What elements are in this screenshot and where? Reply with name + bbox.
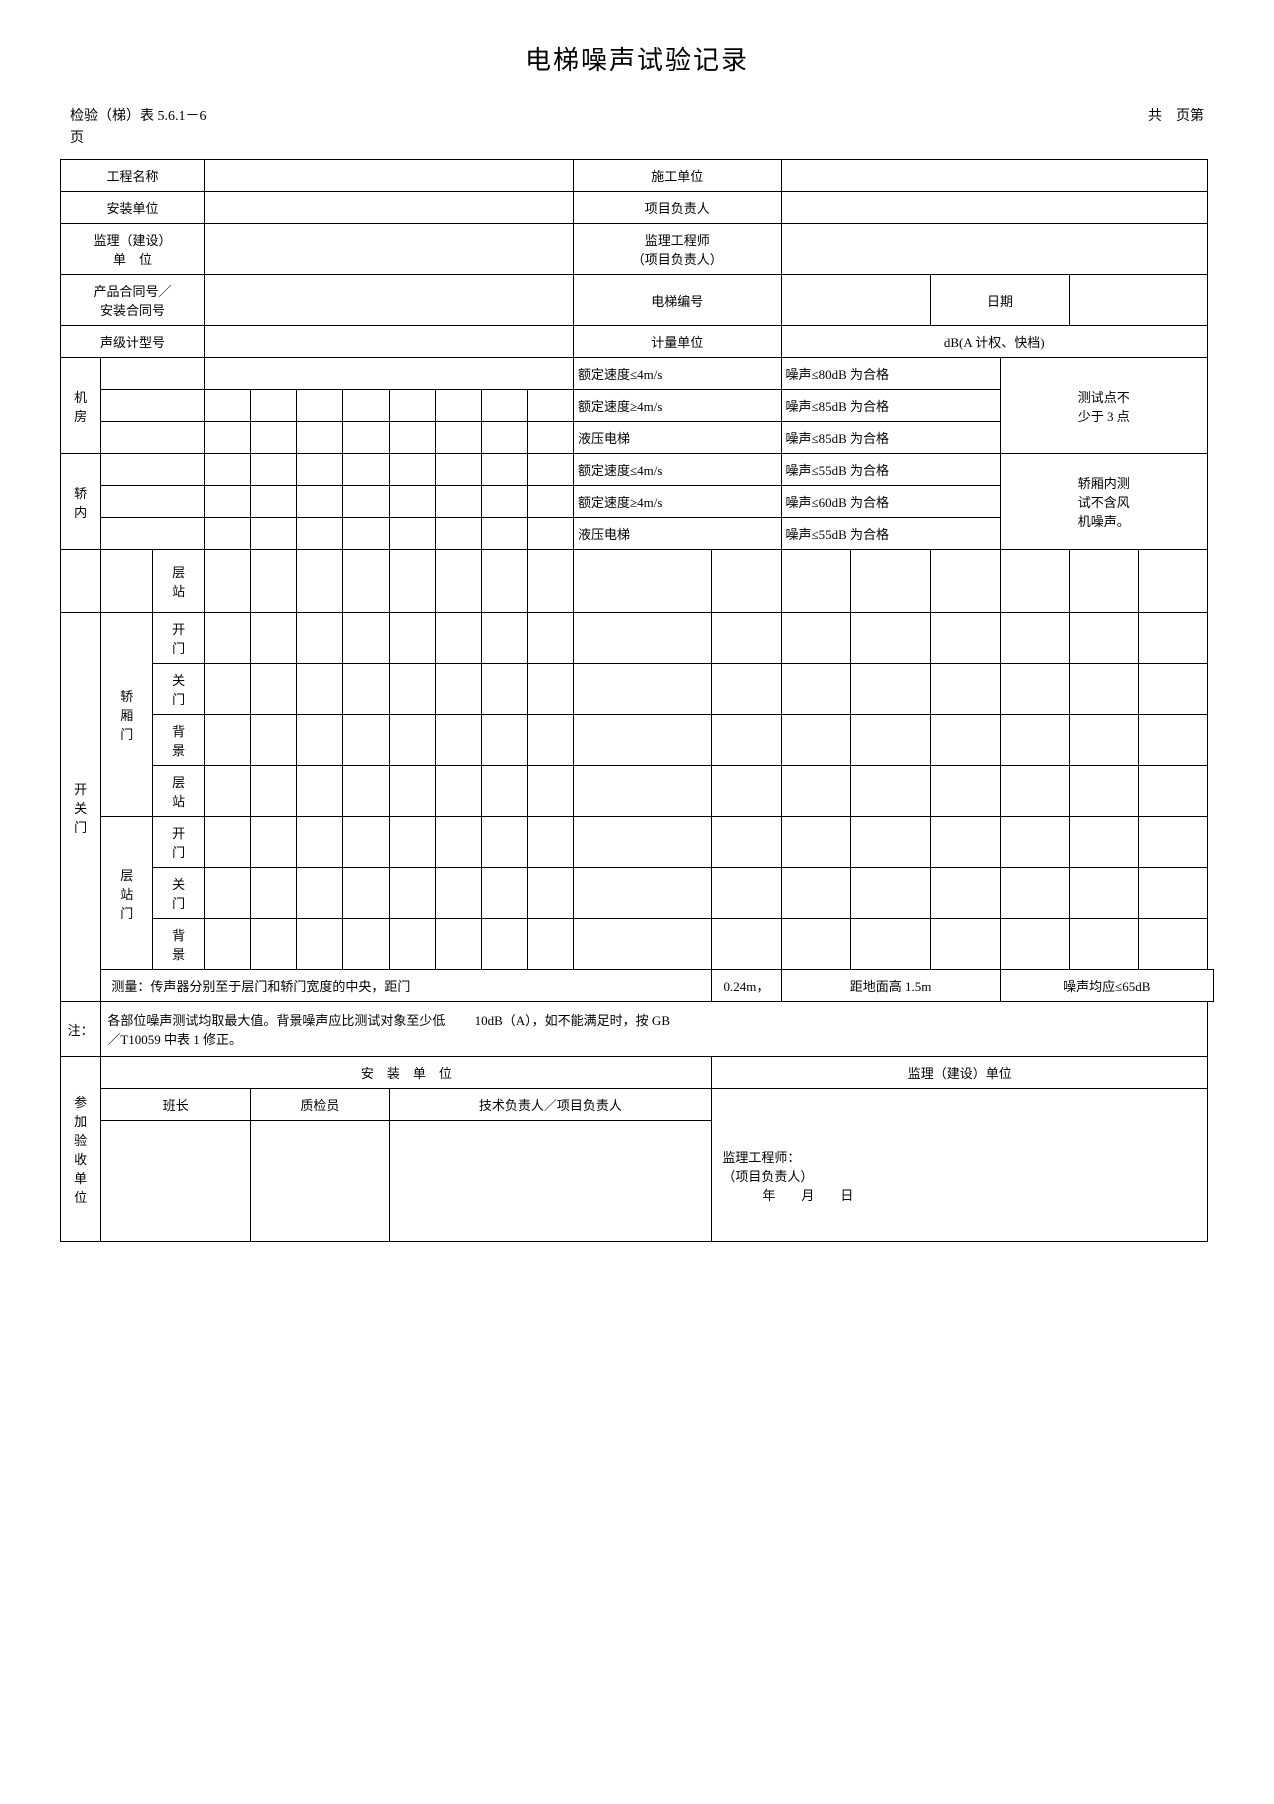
mr-cell-4[interactable] (101, 422, 205, 454)
field-sound-level-model[interactable] (205, 326, 574, 358)
label-car-open: 开门 (153, 613, 205, 664)
measure-note-3: 距地面高 1.5m (781, 970, 1000, 1002)
page-counter: 共 页第 (1148, 105, 1204, 125)
label-meter-unit: 计量单位 (573, 326, 781, 358)
mr-note: 测试点不少于 3 点 (1000, 358, 1208, 454)
label-car-door: 轿厢门 (101, 613, 153, 817)
ci-spec-3a: 液压电梯 (573, 518, 781, 550)
label-project-leader: 项目负责人 (573, 192, 781, 224)
label-contract-no: 产品合同号／安装合同号 (61, 275, 205, 326)
field-supervision-unit[interactable] (205, 224, 574, 275)
field-date[interactable] (1069, 275, 1207, 326)
label-construction-unit: 施工单位 (573, 160, 781, 192)
label-door-open-close: 开关门 (61, 613, 101, 1002)
field-construction-unit[interactable] (781, 160, 1208, 192)
field-contract-no[interactable] (205, 275, 574, 326)
label-ld-close: 关门 (153, 868, 205, 919)
note-text: 各部位噪声测试均取最大值。背景噪声应比测试对象至少低 10dB（A），如不能满足… (101, 1002, 1208, 1057)
ci-spec-1a: 额定速度≤4m/s (573, 454, 781, 486)
value-meter-unit: dB(A 计权、快档) (781, 326, 1208, 358)
supervision-sign-area[interactable]: 监理工程师： （项目负责人） 年 月 日 (712, 1089, 1208, 1242)
sign-tech-leader[interactable] (389, 1121, 712, 1242)
mr-spec-1a: 额定速度≤4m/s (573, 358, 781, 390)
measure-note-2: 0.24m， (712, 970, 781, 1002)
sign-team-leader[interactable] (101, 1121, 251, 1242)
ci-spec-2b: 噪声≤60dB 为合格 (781, 486, 1000, 518)
ci-spec-3b: 噪声≤55dB 为合格 (781, 518, 1000, 550)
field-project-name[interactable] (205, 160, 574, 192)
mr-spec-3b: 噪声≤85dB 为合格 (781, 422, 1000, 454)
form-number: 检验（梯）表 5.6.1－6 (70, 105, 207, 125)
label-ld-open: 开门 (153, 817, 205, 868)
label-car-bg: 背景 (153, 715, 205, 766)
label-install-unit-header: 安 装 单 位 (101, 1057, 712, 1089)
sign-quality-inspector[interactable] (251, 1121, 389, 1242)
ci-spec-2a: 额定速度≥4m/s (573, 486, 781, 518)
field-elevator-no[interactable] (781, 275, 931, 326)
label-participating-units: 参加验收单位 (61, 1057, 101, 1242)
mr-spec-2b: 噪声≤85dB 为合格 (781, 390, 1000, 422)
mr-spec-3a: 液压电梯 (573, 422, 781, 454)
label-quality-inspector: 质检员 (251, 1089, 389, 1121)
label-date: 日期 (931, 275, 1069, 326)
mr-cell-1[interactable] (101, 358, 205, 390)
label-landing-station-header: 层站 (153, 550, 205, 613)
label-install-unit: 安装单位 (61, 192, 205, 224)
field-project-leader[interactable] (781, 192, 1208, 224)
label-elevator-no: 电梯编号 (573, 275, 781, 326)
mr-spec-2a: 额定速度≥4m/s (573, 390, 781, 422)
label-team-leader: 班长 (101, 1089, 251, 1121)
label-supervision-engineer: 监理工程师（项目负责人） (573, 224, 781, 275)
mr-cell-3[interactable] (101, 390, 205, 422)
label-machine-room: 机房 (61, 358, 101, 454)
page-suffix: 页 (60, 127, 1214, 147)
main-form-table: 工程名称 施工单位 安装单位 项目负责人 监理（建设）单 位 监理工程师（项目负… (60, 159, 1214, 1242)
measure-note-1: 测量：传声器分别至于层门和轿门宽度的中央，距门 (101, 970, 712, 1002)
ci-spec-1b: 噪声≤55dB 为合格 (781, 454, 1000, 486)
label-supervision-header: 监理（建设）单位 (712, 1057, 1208, 1089)
field-supervision-engineer[interactable] (781, 224, 1208, 275)
measure-note-4: 噪声均应≤65dB (1000, 970, 1213, 1002)
label-ld-bg: 背景 (153, 919, 205, 970)
label-note: 注： (61, 1002, 101, 1057)
label-tech-leader: 技术负责人／项目负责人 (389, 1089, 712, 1121)
mr-spec-1b: 噪声≤80dB 为合格 (781, 358, 1000, 390)
label-project-name: 工程名称 (61, 160, 205, 192)
label-car-ls: 层站 (153, 766, 205, 817)
label-car-inside: 轿内 (61, 454, 101, 550)
mr-cell-2[interactable] (205, 358, 574, 390)
form-header-line: 检验（梯）表 5.6.1－6 共 页第 (60, 105, 1214, 125)
label-supervision-unit: 监理（建设）单 位 (61, 224, 205, 275)
field-install-unit[interactable] (205, 192, 574, 224)
label-landing-door: 层站门 (101, 817, 153, 970)
ci-note: 轿厢内测试不含风机噪声。 (1000, 454, 1208, 550)
label-car-close: 关门 (153, 664, 205, 715)
label-sound-level-model: 声级计型号 (61, 326, 205, 358)
document-title: 电梯噪声试验记录 (60, 40, 1214, 77)
